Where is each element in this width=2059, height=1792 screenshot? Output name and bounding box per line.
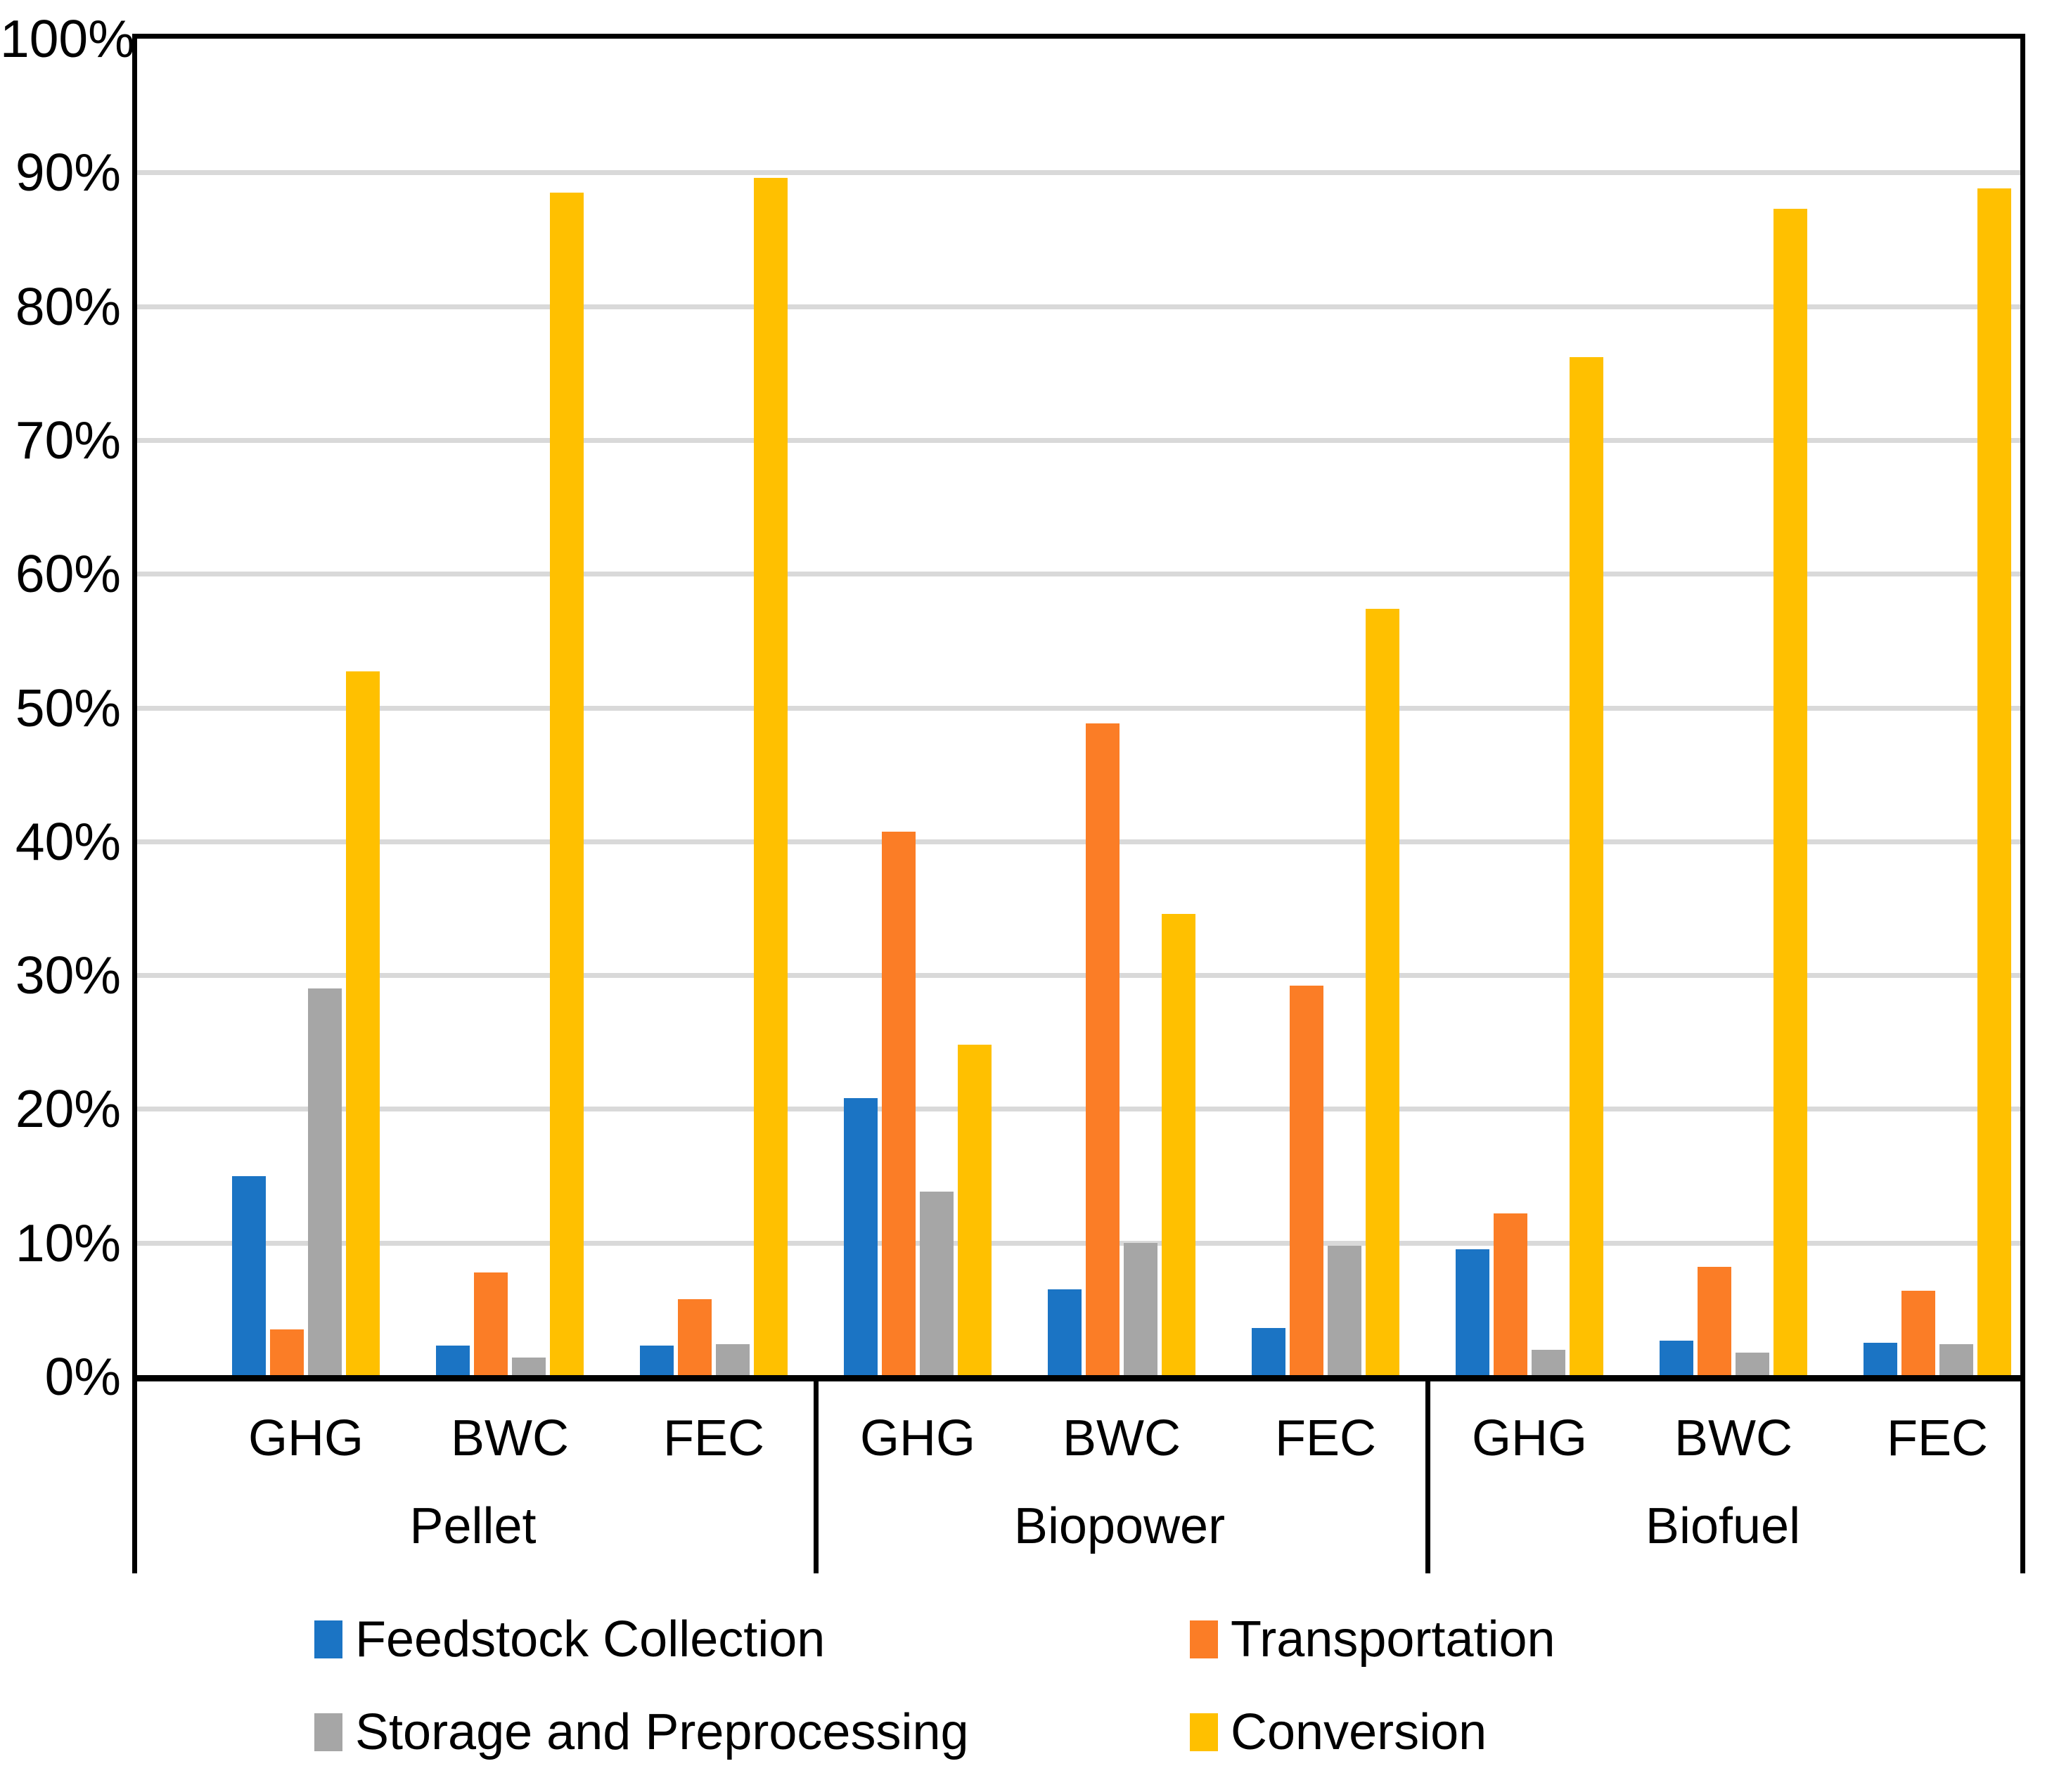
x-axis-category-label: GHG <box>248 1410 364 1467</box>
x-axis-category-label: BWC <box>1674 1410 1792 1467</box>
feedstock-collection-swatch-icon <box>314 1620 342 1658</box>
y-axis-tick-label: 60% <box>15 544 121 604</box>
x-axis-group-label-biofuel: Biofuel <box>1645 1498 1801 1554</box>
x-axis-category-label: BWC <box>1063 1410 1181 1467</box>
bar-pellet-ghg-transportation <box>270 1329 304 1377</box>
plot-border-left <box>132 34 137 1381</box>
legend-label: Feedstock Collection <box>355 1611 826 1668</box>
x-axis-category-label: FEC <box>1887 1410 1988 1467</box>
x-axis-category-label: FEC <box>663 1410 764 1467</box>
bar-biofuel-ghg-conversion <box>1570 356 1603 1377</box>
gridline-70 <box>137 437 2020 443</box>
bar-pellet-fec-transportation <box>678 1298 712 1377</box>
bar-pellet-fec-feedstock-collection <box>640 1346 674 1377</box>
bar-pellet-ghg-storage-and-preprocessing <box>308 988 342 1377</box>
x-axis-group-label-pellet: Pellet <box>409 1498 537 1554</box>
gridline-20 <box>137 1107 2020 1112</box>
bar-biofuel-ghg-storage-and-preprocessing <box>1532 1349 1565 1377</box>
legend-item-feedstock-collection: Feedstock Collection <box>314 1606 825 1673</box>
bar-biopower-bwc-conversion <box>1162 913 1195 1377</box>
x-axis-category-label: GHG <box>859 1410 976 1467</box>
plot-border-right <box>2020 34 2025 1381</box>
bar-biofuel-bwc-storage-and-preprocessing <box>1736 1352 1769 1377</box>
bar-biopower-fec-conversion <box>1366 608 1399 1377</box>
legend-label: Storage and Preprocessing <box>355 1704 969 1760</box>
bar-biofuel-bwc-feedstock-collection <box>1660 1340 1693 1377</box>
gridline-90 <box>137 170 2020 176</box>
y-axis-tick-label: 70% <box>15 410 121 470</box>
bar-biopower-ghg-transportation <box>882 832 916 1377</box>
x-axis-category-label: GHG <box>1471 1410 1588 1467</box>
bar-biofuel-bwc-conversion <box>1773 208 1807 1377</box>
bar-biopower-fec-storage-and-preprocessing <box>1328 1245 1361 1377</box>
bar-biofuel-ghg-feedstock-collection <box>1456 1249 1489 1377</box>
y-axis-tick-label: 90% <box>15 143 121 202</box>
x-axis-group-divider <box>1425 1375 1430 1573</box>
y-axis-tick-label: 10% <box>15 1213 121 1272</box>
bar-pellet-ghg-conversion <box>346 671 380 1377</box>
bar-pellet-ghg-feedstock-collection <box>232 1175 266 1377</box>
bar-biofuel-fec-storage-and-preprocessing <box>1939 1344 1973 1377</box>
x-axis-category-label: FEC <box>1275 1410 1376 1467</box>
legend-item-storage-and-preprocessing: Storage and Preprocessing <box>314 1698 969 1766</box>
storage-and-preprocessing-swatch-icon <box>314 1713 342 1751</box>
x-axis-group-divider <box>814 1375 819 1573</box>
y-axis-tick-label: 80% <box>15 276 121 336</box>
legend-item-conversion: Conversion <box>1190 1698 1487 1766</box>
bar-biopower-bwc-storage-and-preprocessing <box>1124 1242 1157 1377</box>
y-axis-tick-label: 100% <box>0 9 135 68</box>
legend-label: Conversion <box>1231 1704 1487 1760</box>
plot-border-top <box>132 34 2025 39</box>
x-axis-category-label: BWC <box>451 1410 569 1467</box>
gridline-40 <box>137 839 2020 844</box>
gridline-30 <box>137 973 2020 979</box>
legend-label: Transportation <box>1231 1611 1556 1668</box>
x-axis-group-label-biopower: Biopower <box>1013 1498 1226 1554</box>
bar-biopower-fec-feedstock-collection <box>1252 1328 1285 1377</box>
gridline-50 <box>137 705 2020 711</box>
bar-pellet-bwc-transportation <box>474 1272 508 1377</box>
bar-biofuel-fec-feedstock-collection <box>1864 1343 1897 1377</box>
gridline-10 <box>137 1240 2020 1246</box>
bar-pellet-bwc-feedstock-collection <box>436 1346 470 1377</box>
y-axis-tick-label: 0% <box>44 1347 121 1406</box>
y-axis-tick-label: 40% <box>15 811 121 871</box>
bar-biopower-ghg-storage-and-preprocessing <box>920 1192 954 1377</box>
y-axis-tick-label: 50% <box>15 678 121 737</box>
x-axis-group-divider <box>132 1375 137 1573</box>
bar-biofuel-fec-transportation <box>1901 1291 1935 1377</box>
bar-pellet-bwc-storage-and-preprocessing <box>512 1358 546 1377</box>
bar-biofuel-bwc-transportation <box>1698 1266 1731 1377</box>
x-axis-baseline <box>132 1375 2025 1381</box>
bar-biopower-ghg-feedstock-collection <box>844 1098 878 1377</box>
bar-biofuel-fec-conversion <box>1977 188 2011 1377</box>
bar-biopower-bwc-transportation <box>1086 723 1120 1377</box>
gridline-60 <box>137 572 2020 577</box>
bar-biofuel-ghg-transportation <box>1494 1213 1527 1377</box>
conversion-swatch-icon <box>1190 1713 1218 1751</box>
y-axis-tick-label: 20% <box>15 1079 121 1139</box>
transportation-swatch-icon <box>1190 1620 1218 1658</box>
bar-pellet-bwc-conversion <box>550 192 584 1377</box>
bar-biopower-fec-transportation <box>1290 986 1323 1377</box>
bar-biopower-ghg-conversion <box>958 1045 992 1377</box>
bar-pellet-fec-storage-and-preprocessing <box>716 1344 750 1377</box>
bar-biopower-bwc-feedstock-collection <box>1048 1289 1082 1377</box>
bar-pellet-fec-conversion <box>754 177 788 1377</box>
gridline-80 <box>137 304 2020 309</box>
x-axis-group-divider <box>2020 1375 2025 1573</box>
legend-item-transportation: Transportation <box>1190 1606 1556 1673</box>
y-axis-tick-label: 30% <box>15 946 121 1005</box>
